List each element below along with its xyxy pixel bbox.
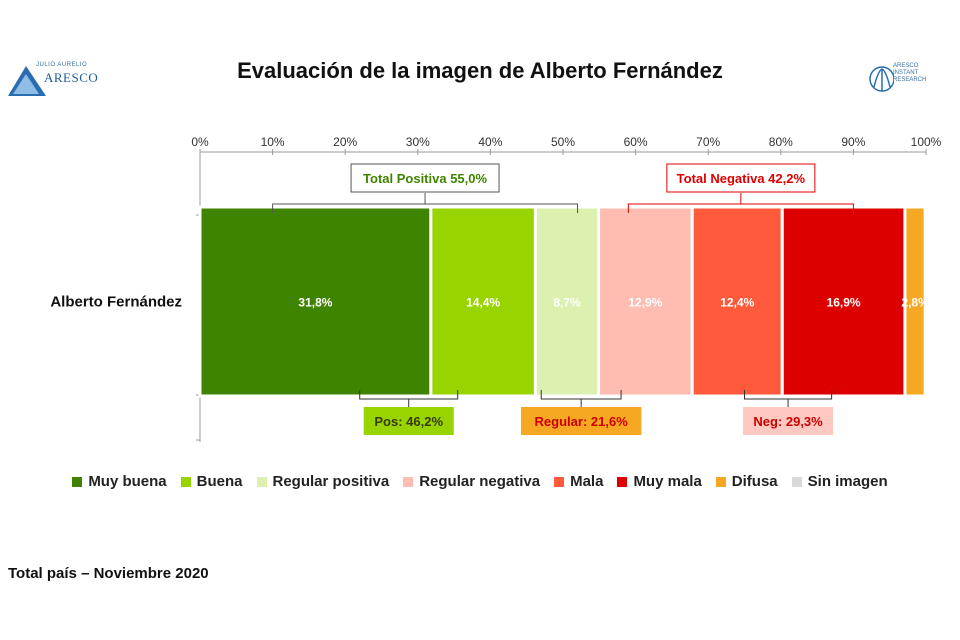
- bar-regular-positiva: [533, 205, 601, 398]
- x-tick-label: 80%: [769, 135, 793, 149]
- x-tick-label: 60%: [624, 135, 648, 149]
- right-mask: [926, 205, 960, 398]
- logo-brand-text: ARESCO: [44, 70, 99, 85]
- aresco-instant-research-logo: ARESCO INSTANT RESEARCH: [868, 57, 927, 103]
- top-annotation-box: [666, 163, 816, 193]
- legend-swatch: [180, 476, 191, 487]
- bar-regular-negativa: [597, 205, 694, 398]
- legend-item: Muy buena: [72, 473, 167, 490]
- bottom-annotation-text: Regular: 21,6%: [535, 414, 629, 429]
- legend-item: Mala: [554, 473, 603, 490]
- bottom-annotation-text: Pos: 46,2%: [374, 414, 443, 429]
- data-label-muy-buena: 31,8%: [298, 296, 332, 310]
- footer-note: Total país – Noviembre 2020: [8, 565, 209, 582]
- bar-mala: [690, 205, 784, 398]
- legend-label: Buena: [196, 473, 243, 490]
- chart-legend: Muy buena Buena Regular positiva Regular ne…: [0, 473, 960, 490]
- x-tick-label: 50%: [551, 135, 575, 149]
- data-label-regular-negativa: 12,9%: [628, 296, 662, 310]
- legend-label: Regular negativa: [419, 473, 541, 490]
- legend-item: Muy mala: [617, 473, 702, 490]
- bar-muy-buena: [198, 205, 433, 398]
- legend-label: Muy mala: [633, 473, 702, 490]
- stacked-bar-chart: 0% 10% 20% 30% 40% 50% 60% 70% 80% 90% 100% 31,8% 1…: [50, 135, 960, 442]
- data-label-regular-positiva: 8,7%: [553, 296, 581, 310]
- legend-label: Mala: [570, 473, 604, 490]
- bottom-annotation-box: [363, 407, 454, 435]
- top-annotation-text: Total Positiva 55,0%: [363, 171, 487, 186]
- logo-top-text: JULIO AURELIO: [36, 62, 88, 68]
- legend-item: Sin imagen: [791, 473, 888, 490]
- bar-buena: [429, 205, 537, 398]
- bar-muy-mala: [780, 205, 907, 398]
- x-tick-label: 20%: [333, 135, 357, 149]
- legend-swatch: [791, 476, 802, 487]
- legend-item: Difusa: [715, 473, 778, 490]
- legend-item: Regular positiva: [256, 473, 390, 490]
- research-globe-icon: [869, 66, 895, 92]
- legend-swatch: [554, 476, 565, 487]
- bottom-annotation-text: Neg: 29,3%: [753, 414, 823, 429]
- chart-title: Evaluación de la imagen de Alberto Ferná…: [237, 58, 723, 83]
- x-tick-label: 0%: [191, 135, 209, 149]
- legend-swatch: [617, 476, 628, 487]
- legend-label: Difusa: [731, 473, 778, 490]
- legend-label: Regular positiva: [272, 473, 390, 490]
- data-label-muy-mala: 16,9%: [827, 296, 861, 310]
- data-label-mala: 12,4%: [720, 296, 754, 310]
- legend-item: Regular negativa: [403, 473, 540, 490]
- category-label: Alberto Fernández: [50, 294, 182, 311]
- aresco-logo-icon: [8, 66, 46, 96]
- legend-swatch: [403, 476, 414, 487]
- legend-item: Buena: [180, 473, 243, 490]
- x-tick-label: 30%: [406, 135, 430, 149]
- top-annotation-text: Total Negativa 42,2%: [677, 171, 806, 186]
- bottom-annotation-box: [743, 407, 834, 435]
- x-tick-label: 40%: [478, 135, 502, 149]
- bottom-annotation-box: [520, 407, 642, 435]
- data-label-difusa: 2,8%: [901, 296, 929, 310]
- legend-swatch: [72, 476, 83, 487]
- x-tick-label: 70%: [696, 135, 720, 149]
- legend-swatch: [256, 476, 267, 487]
- legend-label: Muy buena: [88, 473, 167, 490]
- x-tick-label: 100%: [911, 135, 942, 149]
- logo-right-text: ARESCO INSTANT RESEARCH: [893, 63, 927, 83]
- aresco-logo: JULIO AURELIO ARESCO: [6, 62, 106, 102]
- x-tick-label: 10%: [261, 135, 285, 149]
- legend-swatch: [715, 476, 726, 487]
- data-label-buena: 14,4%: [466, 296, 500, 310]
- x-tick-label: 90%: [841, 135, 865, 149]
- legend-label: Sin imagen: [807, 473, 888, 490]
- top-annotation-box: [350, 163, 500, 193]
